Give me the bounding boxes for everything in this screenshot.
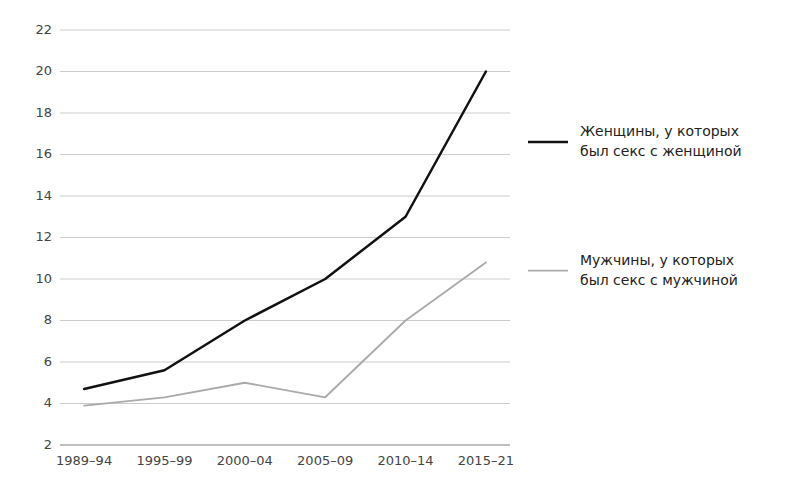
x-tick-label: 1989–94 bbox=[56, 453, 112, 468]
legend: Женщины, у которыхбыл секс с женщиной Муж… bbox=[528, 123, 742, 288]
chart: 2468101214161820221989–941995–992000–042… bbox=[0, 0, 800, 501]
series-line bbox=[84, 262, 486, 405]
y-tick-label: 2 bbox=[44, 437, 52, 452]
y-tick-label: 16 bbox=[35, 146, 52, 161]
grid-line bbox=[60, 154, 510, 155]
x-tick-label: 2005–09 bbox=[297, 453, 353, 468]
y-tick-label: 22 bbox=[35, 22, 52, 37]
y-tick-label: 6 bbox=[44, 354, 52, 369]
x-tick-label: 2010–14 bbox=[377, 453, 433, 468]
y-grid: 2 4 6 8 10 12 14 16 18 20 22 bbox=[35, 22, 510, 452]
grid-line bbox=[60, 113, 510, 114]
legend-label: Женщины, у которыхбыл секс с женщиной bbox=[580, 123, 742, 159]
legend-label: Мужчины, у которыхбыл секс с мужчиной bbox=[580, 252, 738, 288]
grid-line bbox=[60, 362, 510, 363]
legend-line bbox=[528, 141, 568, 144]
y-tick-label: 14 bbox=[35, 188, 52, 203]
grid-line bbox=[60, 30, 510, 31]
chart-container: 2468101214161820221989–941995–992000–042… bbox=[0, 0, 800, 501]
grid-line bbox=[60, 320, 510, 321]
y-tick-label: 20 bbox=[35, 63, 52, 78]
grid-line bbox=[60, 196, 510, 197]
y-tick-label: 4 bbox=[44, 395, 52, 410]
grid-line bbox=[60, 403, 510, 404]
x-axis: 1989–94 1995–99 2000–04 2005–09 2010–14 2015–… bbox=[56, 453, 514, 468]
grid-line bbox=[60, 71, 510, 72]
series-lines bbox=[84, 72, 486, 406]
grid-line bbox=[60, 445, 510, 446]
x-tick-label: 2000–04 bbox=[217, 453, 273, 468]
x-tick-label: 2015–21 bbox=[458, 453, 514, 468]
series-line bbox=[84, 72, 486, 389]
x-axis-line bbox=[60, 445, 510, 446]
y-tick-label: 10 bbox=[35, 271, 52, 286]
x-tick-label: 1995–99 bbox=[136, 453, 192, 468]
legend-line bbox=[528, 270, 568, 272]
y-tick-label: 8 bbox=[44, 312, 52, 327]
y-tick-label: 12 bbox=[35, 229, 52, 244]
grid-line bbox=[60, 279, 510, 280]
y-tick-label: 18 bbox=[35, 105, 52, 120]
grid-line bbox=[60, 237, 510, 238]
